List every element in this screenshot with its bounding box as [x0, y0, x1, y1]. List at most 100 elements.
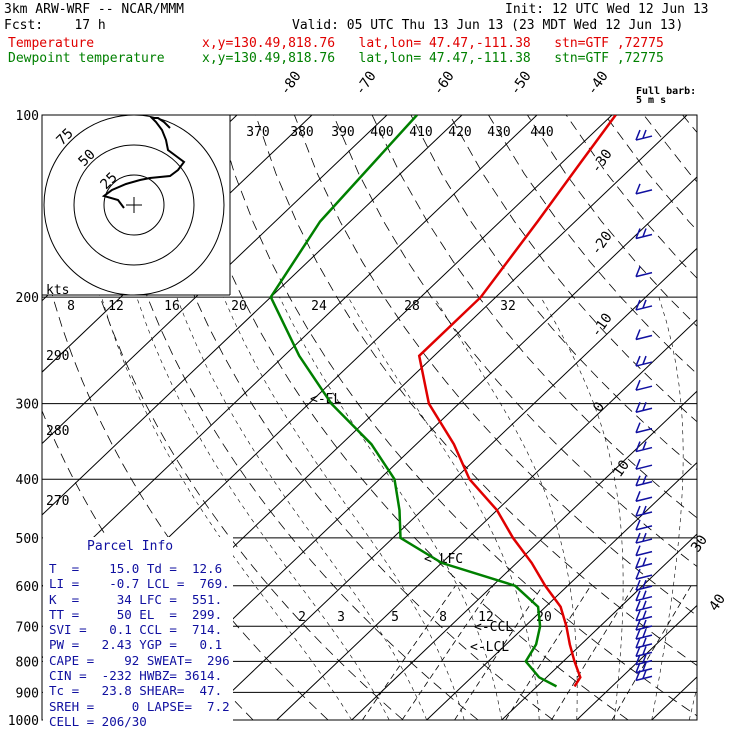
mixing-ratio-label: 3: [337, 610, 345, 625]
pressure-label: 1000: [8, 714, 39, 729]
dewpoint-legend-label: Dewpoint temperature: [8, 51, 165, 66]
wind-barb: [635, 401, 653, 414]
wind-barb: [635, 458, 653, 470]
plot-frame: [41, 114, 698, 721]
wind-barb-legend: Full barb:: [636, 86, 696, 97]
hodo-speed-label: 28: [404, 299, 420, 314]
wind-barb: [635, 600, 653, 612]
wind-barb: [635, 545, 653, 557]
pressure-label: 800: [16, 655, 39, 670]
wind-barb: [635, 491, 653, 503]
wind-barb: [635, 183, 653, 195]
pressure-label: 400: [16, 473, 39, 488]
wind-barb: [635, 610, 653, 622]
pressure-label: 100: [16, 109, 39, 124]
isotherm-label: -10: [588, 310, 616, 340]
thetae-label: 290: [46, 349, 69, 364]
moist-adiabat: [223, 296, 465, 720]
wind-barb-legend: 5 m s: [636, 95, 666, 106]
wind-barb: [635, 670, 653, 682]
dry-adiabat: [722, 115, 740, 720]
pressure-label: 900: [16, 686, 39, 701]
mixing-ratio-line: [611, 585, 692, 720]
mixing-ratio-line: [551, 585, 635, 720]
wind-barb: [635, 379, 653, 391]
moist-adiabat: [727, 297, 740, 720]
mixing-ratio-label: 8: [439, 610, 447, 625]
mixing-ratio-line: [454, 585, 544, 720]
wind-barb: [635, 646, 653, 658]
hodograph-trace: [101, 117, 186, 209]
theta-label: 400: [370, 125, 393, 140]
hodograph-ring: [73, 144, 195, 266]
hodo-speed-label: 12: [108, 299, 124, 314]
isotherm-line: [42, 115, 538, 588]
theta-label: 370: [246, 125, 269, 140]
isotherm-label: 40: [706, 591, 729, 614]
hodo-speed-label: 8: [67, 299, 75, 314]
mixing-ratio-line: [362, 585, 456, 720]
theta-label: 430: [487, 125, 510, 140]
wind-barb: [635, 329, 653, 341]
parcel-info-row: SVI = 0.1 CCL = 714.: [49, 622, 223, 638]
pressure-label: 700: [16, 620, 39, 635]
hodo-speed-label: 24: [311, 299, 327, 314]
isotherm-label: -30: [588, 146, 616, 176]
level-marker-lcl: <-LCL: [470, 640, 509, 655]
dry-adiabat: [177, 115, 629, 720]
wind-barb: [635, 129, 653, 141]
moist-adiabat: [540, 296, 624, 720]
parcel-info-row: K = 34 LFC = 551.: [49, 591, 223, 607]
hodo-speed-label: 32: [500, 299, 516, 314]
dry-adiabat: [527, 115, 697, 327]
temperature-trace: [417, 115, 617, 688]
dry-adiabat: [410, 115, 697, 471]
parcel-info-row: Tc = 23.8 SHEAR= 47.: [49, 683, 223, 699]
isotherm-line: [351, 390, 697, 720]
parcel-info-row: TT = 50 EL = 299.: [49, 606, 223, 622]
mixing-ratio-label: 12: [478, 610, 494, 625]
isotherm-line: [276, 319, 697, 720]
mixing-ratio-line: [505, 585, 592, 720]
mixing-ratio-line: [401, 585, 494, 720]
isotherm-line: [501, 533, 697, 720]
wind-barb: [635, 266, 653, 278]
thetae-label: 280: [46, 424, 69, 439]
dry-adiabat: [255, 115, 697, 666]
temperature-legend-info: x,y=130.49,818.76 lat,lon= 47.47,-111.38…: [202, 36, 664, 51]
dry-adiabat: [99, 115, 479, 720]
level-marker-el: <-EL: [310, 392, 341, 407]
parcel-info-row: CAPE = 92 SWEAT= 296: [49, 652, 230, 668]
wind-barb: [635, 228, 653, 240]
pressure-label: 200: [16, 291, 39, 306]
valid-time: Valid: 05 UTC Thu 13 Jun 13 (23 MDT Wed …: [292, 18, 684, 33]
theta-label: 420: [448, 125, 471, 140]
parcel-info-row: T = 15.0 Td = 12.6: [49, 561, 223, 576]
theta-label: 380: [290, 125, 313, 140]
wind-barb: [635, 590, 653, 602]
wind-barb: [635, 579, 653, 591]
wind-barb: [635, 568, 653, 580]
wind-barb: [635, 637, 653, 649]
isotherm-label: 0: [590, 399, 608, 415]
isotherm-line: [426, 461, 697, 720]
isotherm-label: -80: [277, 68, 305, 98]
parcel-info-panel: Parcel Info T = 15.0 Td = 12.6 LI = -0.7 …: [43, 537, 233, 729]
isotherm-label: -40: [584, 68, 612, 98]
isotherm-line: [727, 115, 740, 720]
wind-barb: [635, 475, 653, 487]
isotherm-label: 10: [610, 457, 633, 480]
dewpoint-legend-info: x,y=130.49,818.76 lat,lon= 47.47,-111.38…: [202, 51, 664, 66]
pressure-label: 500: [16, 532, 39, 547]
dry-adiabat: [488, 115, 697, 375]
wind-barb: [635, 299, 653, 311]
wind-barb: [635, 619, 653, 631]
parcel-info-row: CIN = -232 HWBZ= 3614.: [49, 668, 223, 684]
isotherm-line: [42, 115, 463, 516]
hodo-speed-label: 16: [164, 299, 180, 314]
forecast-hour: Fcst: 17 h: [4, 18, 106, 33]
wind-barb: [635, 422, 653, 434]
dry-adiabat: [294, 115, 697, 617]
parcel-info-row: LI = -0.7 LCL = 769.: [49, 576, 230, 592]
